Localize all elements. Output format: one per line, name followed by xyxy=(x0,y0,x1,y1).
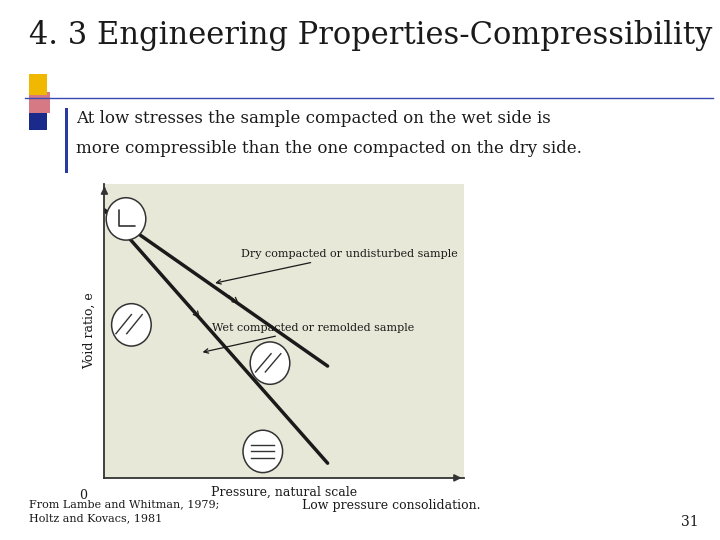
Text: Wet compacted or remolded sample: Wet compacted or remolded sample xyxy=(204,323,415,353)
Text: more compressible than the one compacted on the dry side.: more compressible than the one compacted… xyxy=(76,140,582,157)
Ellipse shape xyxy=(243,430,283,472)
Text: 4. 3 Engineering Properties-Compressibility: 4. 3 Engineering Properties-Compressibil… xyxy=(29,19,712,51)
Y-axis label: Void ratio, e: Void ratio, e xyxy=(83,292,96,369)
Text: At low stresses the sample compacted on the wet side is: At low stresses the sample compacted on … xyxy=(76,110,550,127)
Text: From Lambe and Whitman, 1979;: From Lambe and Whitman, 1979; xyxy=(29,500,219,510)
Text: 31: 31 xyxy=(681,515,698,529)
Ellipse shape xyxy=(107,198,145,240)
Text: Dry compacted or undisturbed sample: Dry compacted or undisturbed sample xyxy=(217,249,458,284)
Text: Low pressure consolidation.: Low pressure consolidation. xyxy=(302,500,481,512)
Ellipse shape xyxy=(112,303,151,346)
Ellipse shape xyxy=(251,342,289,384)
Text: Holtz and Kovacs, 1981: Holtz and Kovacs, 1981 xyxy=(29,513,162,523)
X-axis label: Pressure, natural scale: Pressure, natural scale xyxy=(212,486,357,500)
Text: 0: 0 xyxy=(78,489,87,502)
